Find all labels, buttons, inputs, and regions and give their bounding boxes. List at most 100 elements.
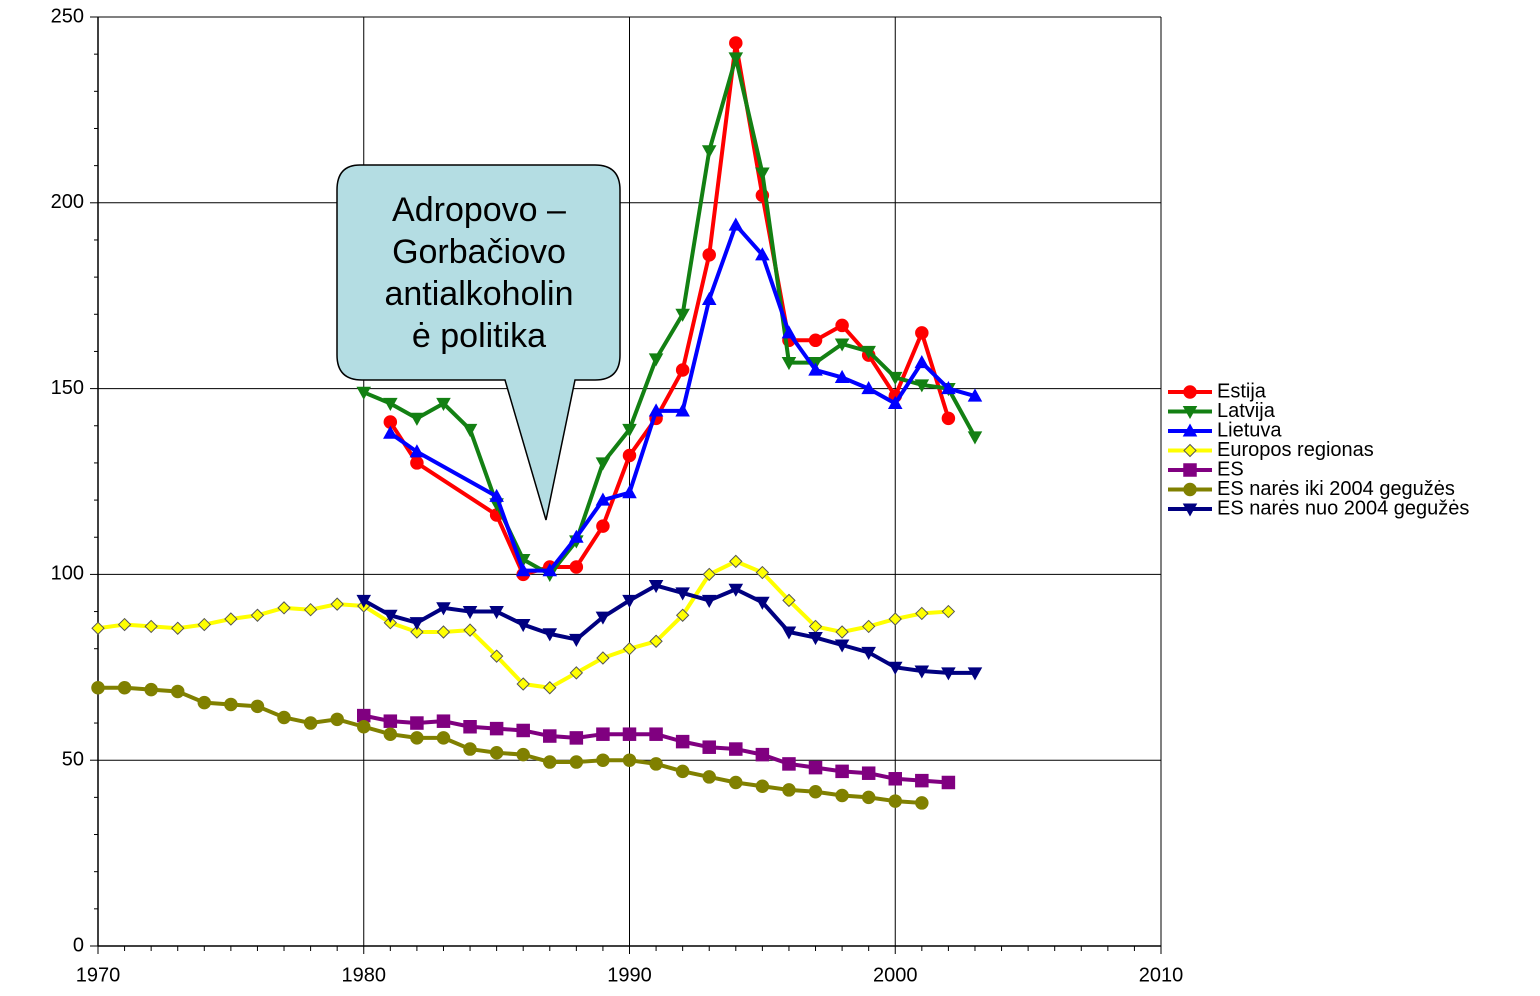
marker [569,731,584,745]
marker [941,411,956,426]
marker [409,412,425,426]
marker [569,666,584,680]
legend-label: ES narės iki 2004 gegužės [1217,478,1455,500]
marker [941,381,956,395]
marker [462,423,478,438]
marker [622,594,637,608]
marker [436,714,451,728]
marker [915,796,929,810]
y-tick-label: 250 [51,5,84,27]
marker [383,714,398,728]
marker [649,757,663,771]
marker [117,617,132,632]
marker [755,779,770,793]
marker [729,36,743,50]
marker [781,325,797,339]
marker [436,731,451,745]
callout [336,164,621,521]
marker [835,625,849,639]
marker [1183,443,1197,458]
marker [675,608,690,622]
x-tick-label: 2010 [1139,964,1184,986]
marker [834,338,850,352]
marker [888,772,902,786]
marker [755,596,770,610]
y-tick-label: 200 [51,191,84,213]
legend-label: Estija [1217,380,1267,402]
marker [330,597,344,611]
marker [702,248,716,262]
marker [250,608,265,622]
marker [755,247,770,261]
marker [410,731,424,745]
marker [596,753,610,767]
marker [543,729,557,743]
marker [596,727,610,741]
y-tick-label: 100 [51,563,84,585]
marker [171,621,185,635]
marker [755,167,770,181]
series-line [363,713,949,785]
marker [914,355,930,369]
marker [622,642,637,656]
marker [729,554,743,569]
x-tick-label: 1990 [607,964,652,986]
marker [277,601,291,615]
marker [782,783,796,797]
marker [648,403,664,417]
marker [729,742,743,756]
marker [1183,482,1197,497]
marker [356,594,372,608]
marker [463,623,477,637]
marker [649,727,663,741]
legend-label: Latvija [1217,400,1276,422]
marker [224,697,238,712]
marker [622,448,637,463]
marker [887,371,903,385]
marker [675,363,690,377]
marker [755,747,770,762]
marker [357,720,371,734]
marker [834,369,850,384]
marker [701,594,717,608]
marker [197,695,212,710]
marker [888,794,902,808]
marker [410,625,424,639]
x-tick-label: 1980 [342,964,387,986]
marker [595,492,611,506]
marker [489,488,504,502]
marker [702,740,716,754]
marker [595,457,611,471]
y-tick-label: 50 [62,748,84,770]
x-tick-label: 2000 [873,964,918,986]
marker [91,621,105,635]
marker [489,606,504,620]
marker [596,519,610,533]
marker [835,788,849,803]
x-tick-label: 1970 [76,964,121,986]
marker [861,381,876,395]
marker [144,619,158,634]
marker [808,632,823,646]
legend-label: Lietuva [1217,419,1282,441]
marker [915,773,929,788]
marker [967,388,983,402]
marker [489,746,504,760]
marker [330,712,344,727]
marker [543,681,557,695]
marker [250,699,265,714]
marker [516,723,530,738]
series-line [98,685,922,805]
marker [755,565,770,580]
marker [782,593,796,608]
marker [808,785,823,799]
marker [648,353,664,367]
marker [701,291,717,305]
marker [410,456,424,470]
marker [861,790,876,805]
marker [1183,463,1197,477]
marker [728,583,744,597]
marker [861,345,876,359]
annotation-line: antialkoholin [384,275,573,313]
